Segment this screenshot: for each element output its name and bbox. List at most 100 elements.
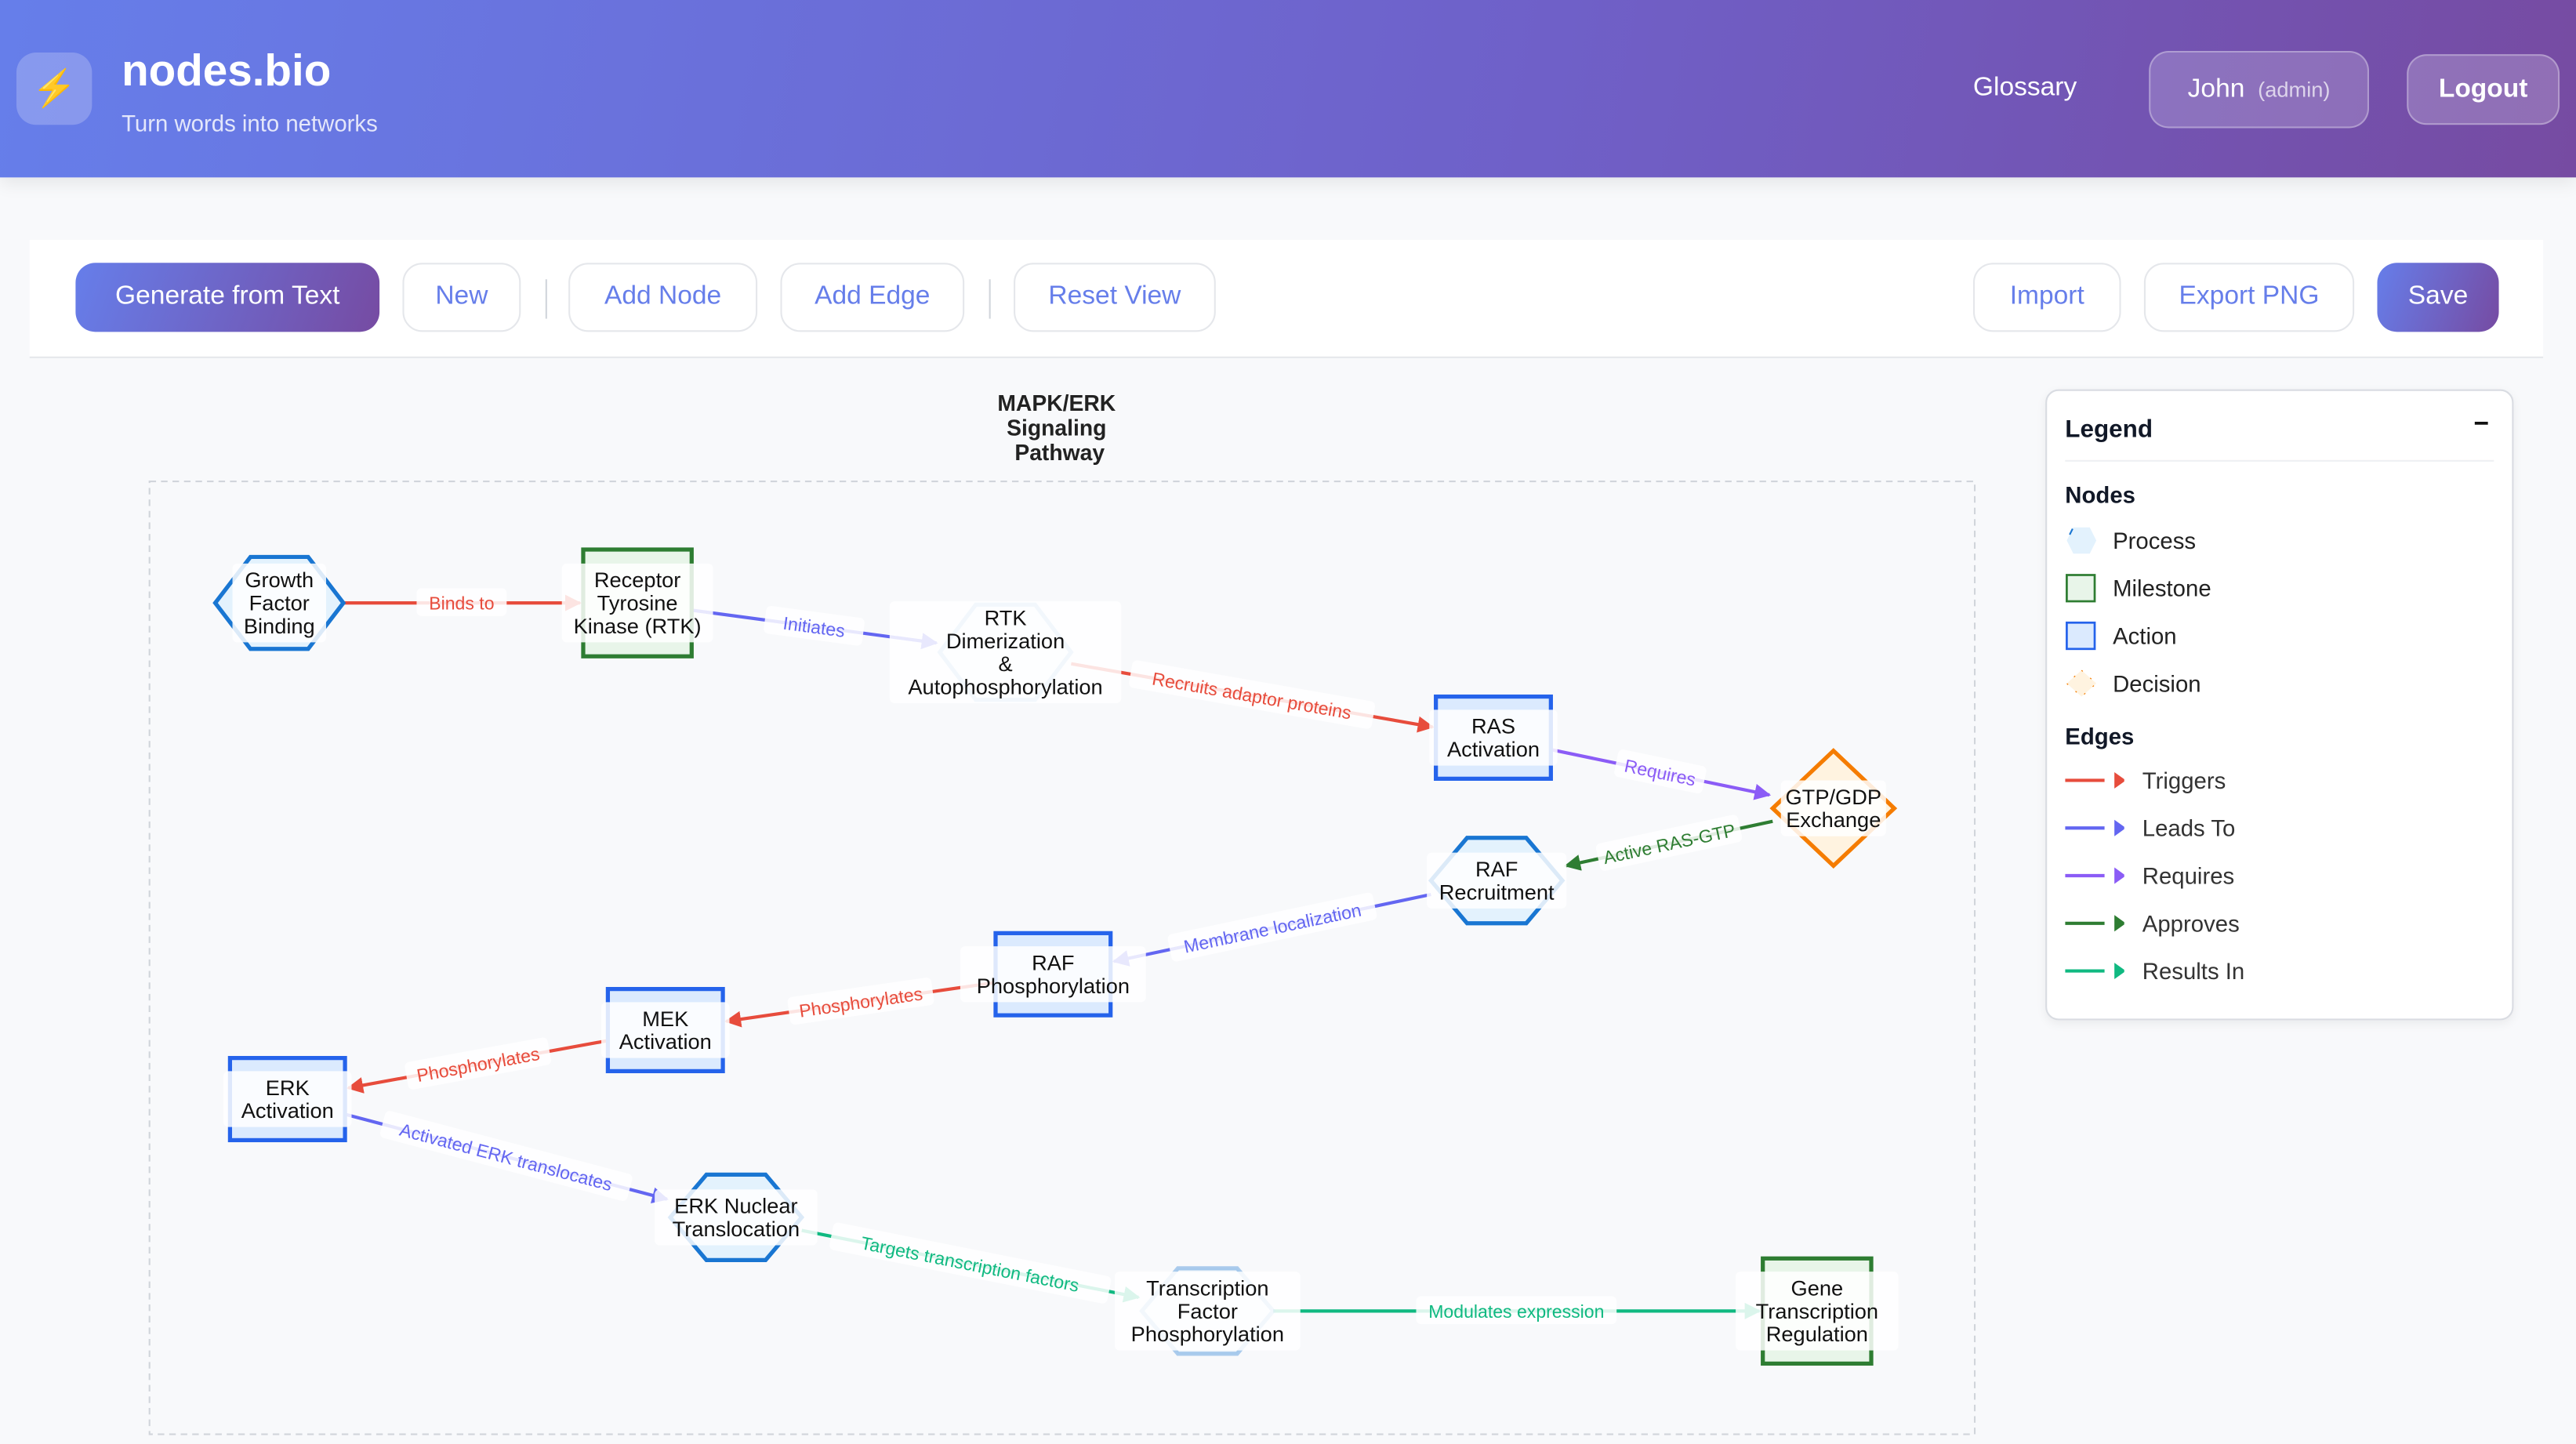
- arrow-line-icon: [2065, 819, 2124, 836]
- edge-label-background: [829, 1222, 1112, 1304]
- add-edge-button[interactable]: Add Edge: [780, 263, 965, 332]
- node-process[interactable]: RTK Dimerization & Autophosphorylation: [889, 601, 1122, 703]
- legend-nodes-heading: Nodes: [2065, 481, 2135, 508]
- legend-node-label: Process: [2113, 527, 2197, 554]
- node-milestone[interactable]: Gene Transcription Regulation: [1736, 1256, 1899, 1366]
- lightning-bolt-icon[interactable]: ⚡: [16, 53, 93, 125]
- arrow-line-icon: [2065, 915, 2124, 932]
- node-label-background: [601, 1002, 730, 1058]
- arrow-line-icon: [2065, 867, 2124, 884]
- node-decision[interactable]: GTP/GDP Exchange: [1769, 748, 1898, 869]
- edge-label[interactable]: Modulates expression: [1416, 1296, 1617, 1325]
- node-label-background: [1736, 1272, 1899, 1351]
- new-button[interactable]: New: [402, 263, 521, 332]
- edge-label-background: [379, 1111, 633, 1201]
- legend-edge-label: Triggers: [2142, 767, 2226, 794]
- node-action[interactable]: MEK Activation: [601, 986, 730, 1074]
- edge-label[interactable]: Activated ERK translocates: [379, 1110, 633, 1203]
- node-label: ERK Nuclear Translocation: [673, 1194, 800, 1241]
- node-process[interactable]: Growth Factor Binding: [212, 554, 346, 651]
- process-swatch-icon: [2066, 526, 2098, 555]
- import-button[interactable]: Import: [1972, 263, 2121, 332]
- legend-edge-requires: Requires: [2065, 859, 2234, 892]
- legend-node-decision: Decision: [2065, 667, 2201, 700]
- edge-labels-layer: Binds to Initiates Recruits adaptor protei…: [379, 588, 1743, 1325]
- diagram-title: MAPK/ERK Signaling Pathway: [997, 390, 1122, 465]
- edge-label[interactable]: Recruits adaptor proteins: [1128, 659, 1376, 729]
- node-label-background: [1427, 852, 1567, 909]
- node-action[interactable]: ERK Activation: [223, 1056, 352, 1143]
- legend-node-label: Action: [2113, 622, 2177, 649]
- node-label: Gene Transcription Regulation: [1756, 1275, 1878, 1346]
- node-action[interactable]: RAF Phosphorylation: [960, 931, 1146, 1018]
- edge-label-background: [405, 1037, 551, 1090]
- decision-swatch-icon: [2066, 669, 2098, 698]
- node-label: RTK Dimerization & Autophosphorylation: [908, 605, 1102, 698]
- legend-node-milestone: Milestone: [2065, 571, 2211, 604]
- reset-view-button[interactable]: Reset View: [1014, 263, 1216, 332]
- node-milestone[interactable]: Receptor Tyrosine Kinase (RTK): [561, 547, 713, 659]
- legend-edge-triggers: Triggers: [2065, 764, 2226, 797]
- node-label: RAS Activation: [1447, 714, 1540, 761]
- node-label: RAF Phosphorylation: [977, 951, 1130, 998]
- legend-edge-approves: Approves: [2065, 907, 2240, 940]
- edge-label-background: [764, 605, 865, 646]
- node-label-background: [1429, 709, 1558, 766]
- generate-from-text-button[interactable]: Generate from Text: [75, 263, 380, 332]
- node-label-background: [889, 601, 1122, 703]
- legend-node-label: Decision: [2113, 670, 2201, 697]
- add-node-button[interactable]: Add Node: [568, 263, 758, 332]
- edge-label[interactable]: Phosphorylates: [404, 1036, 552, 1090]
- app-title: nodes.bio: [122, 45, 332, 96]
- node-label-background: [1114, 1272, 1301, 1351]
- legend-title: Legend: [2065, 415, 2153, 444]
- edge-label-text: Activated ERK translocates: [397, 1119, 615, 1195]
- network-canvas[interactable]: MAPK/ERK Signaling Pathway Growth Factor B…: [0, 358, 2576, 1444]
- action-swatch-icon: [2066, 621, 2096, 651]
- glossary-link[interactable]: Glossary: [1972, 74, 2077, 102]
- edge-label[interactable]: Requires: [1613, 749, 1707, 794]
- edge-label-text: Binds to: [429, 593, 494, 614]
- node-label-background: [232, 563, 326, 643]
- legend-node-process: Process: [2065, 524, 2196, 557]
- toolbar: Generate from Text New Add Node Add Edge…: [29, 239, 2544, 358]
- arrow-line-icon: [2065, 771, 2124, 789]
- edge-label-text: Active RAS-GTP: [1602, 820, 1737, 868]
- node-label: Transcription Factor Phosphorylation: [1131, 1275, 1284, 1346]
- node-process[interactable]: ERK Nuclear Translocation: [655, 1172, 818, 1263]
- legend-edge-label: Requires: [2142, 862, 2235, 889]
- edge-label[interactable]: Targets transcription factors: [829, 1222, 1112, 1304]
- edge-label-background: [1167, 892, 1377, 962]
- legend-edge-leads-to: Leads To: [2065, 811, 2235, 844]
- logout-button[interactable]: Logout: [2407, 54, 2560, 125]
- node-label: Receptor Tyrosine Kinase (RTK): [574, 568, 702, 638]
- save-button[interactable]: Save: [2377, 263, 2499, 332]
- nodes-layer: Growth Factor Binding Receptor Tyrosine Kinas…: [212, 547, 1899, 1366]
- edge-label[interactable]: Membrane localization: [1166, 892, 1377, 963]
- legend-edge-label: Approves: [2142, 910, 2240, 937]
- node-process[interactable]: RAF Recruitment: [1427, 836, 1567, 926]
- legend-panel: Legend − Nodes Process Milestone Action Dec…: [2045, 389, 2514, 1021]
- node-label: MEK Activation: [619, 1007, 712, 1054]
- node-label: RAF Recruitment: [1439, 857, 1555, 904]
- edge-label-background: [416, 588, 507, 616]
- edge-label-background: [1416, 1296, 1617, 1325]
- export-png-button[interactable]: Export PNG: [2143, 263, 2355, 332]
- user-menu-button[interactable]: John (admin): [2149, 50, 2369, 129]
- edge-label[interactable]: Binds to: [416, 588, 507, 616]
- minus-icon[interactable]: −: [2473, 410, 2489, 439]
- node-label-background: [223, 1071, 352, 1127]
- edge-label-background: [787, 978, 934, 1025]
- user-name: John: [2187, 74, 2245, 103]
- legend-edge-label: Results In: [2142, 957, 2245, 985]
- edge-label[interactable]: Phosphorylates: [787, 977, 934, 1025]
- header: ⚡ nodes.bio Turn words into networks Glo…: [0, 0, 2576, 178]
- node-action[interactable]: RAS Activation: [1429, 694, 1558, 781]
- edge-label[interactable]: Active RAS-GTP: [1595, 814, 1743, 872]
- legend-node-action: Action: [2065, 619, 2177, 652]
- node-process[interactable]: Transcription Factor Phosphorylation: [1114, 1266, 1301, 1356]
- edge-label[interactable]: Initiates: [763, 605, 865, 646]
- node-label-background: [561, 563, 713, 643]
- app-subtitle: Turn words into networks: [122, 110, 378, 136]
